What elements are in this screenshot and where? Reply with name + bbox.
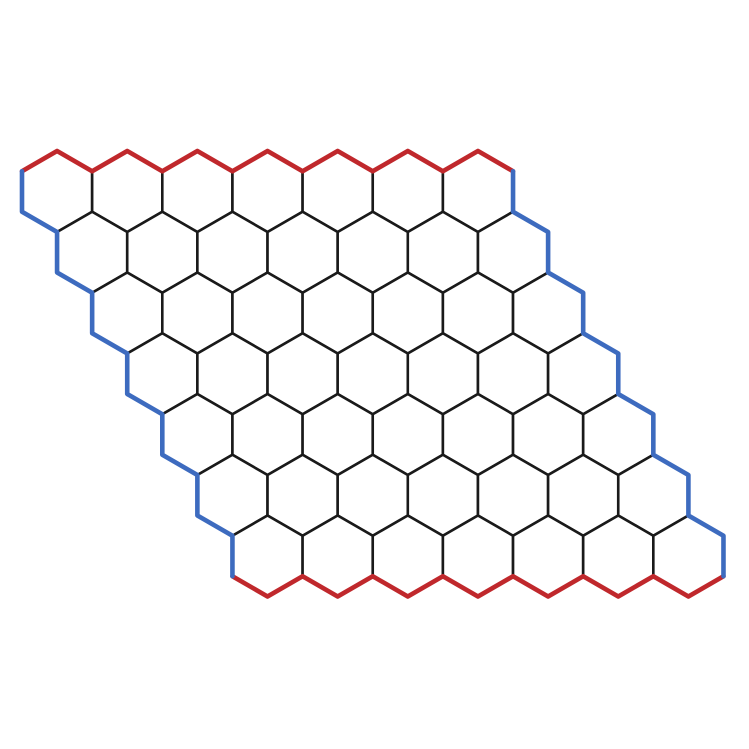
bottom-edge-red: [230, 573, 726, 599]
left-edge-blue: [19, 168, 235, 579]
board-edges: [19, 148, 726, 599]
board-cells: [20, 149, 725, 598]
right-edge-blue: [510, 168, 726, 579]
top-edge-red: [19, 148, 516, 174]
